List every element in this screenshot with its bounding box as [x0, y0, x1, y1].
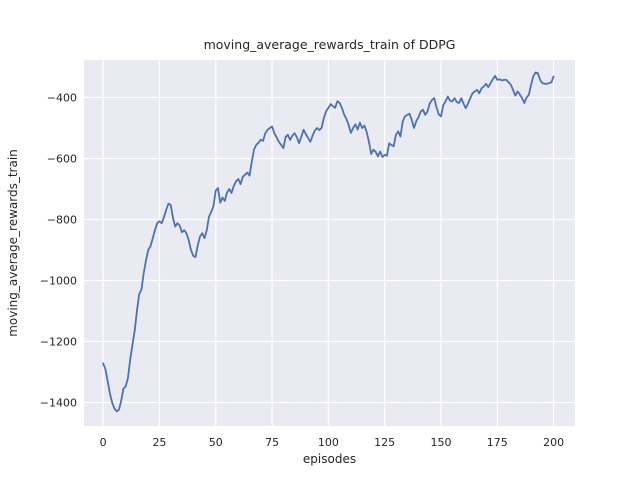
y-axis-label: moving_average_rewards_train [6, 149, 20, 337]
x-tick-label: 50 [209, 436, 223, 449]
y-tick-label: −800 [47, 214, 77, 227]
gridlines [84, 60, 575, 426]
ddpg-reward-line-series [102, 71, 555, 413]
x-tick-labels: 0 25 50 75 100 125 150 175 200 [100, 436, 564, 449]
x-tick-label: 125 [374, 436, 395, 449]
x-tick-label: 200 [543, 436, 564, 449]
y-tick-label: −1200 [40, 336, 77, 349]
x-axis-label: episodes [303, 452, 356, 466]
x-tick-label: 25 [152, 436, 166, 449]
y-tick-label: −1400 [40, 397, 77, 410]
x-tick-label: 175 [487, 436, 508, 449]
y-tick-label: −400 [47, 92, 77, 105]
plot-area [84, 60, 575, 426]
x-tick-label: 0 [100, 436, 107, 449]
chart-title: moving_average_rewards_train of DDPG [204, 37, 456, 52]
y-tick-label: −600 [47, 153, 77, 166]
x-tick-label: 75 [265, 436, 279, 449]
y-tick-label: −1000 [40, 275, 77, 288]
x-tick-label: 100 [318, 436, 339, 449]
y-tick-labels: −400 −600 −800 −1000 −1200 −1400 [40, 92, 77, 410]
x-tick-label: 150 [430, 436, 451, 449]
